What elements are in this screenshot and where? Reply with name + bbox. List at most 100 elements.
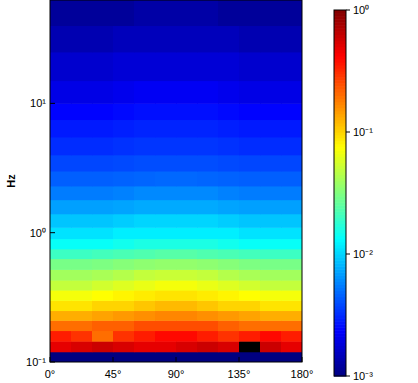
cell — [218, 331, 240, 342]
cell — [92, 249, 114, 259]
colorbar-tick-label: 10⁻² — [353, 248, 373, 260]
cell — [92, 81, 114, 104]
cell — [134, 352, 156, 362]
cell — [260, 320, 282, 331]
cell — [155, 239, 177, 250]
cell — [71, 269, 93, 280]
cell — [71, 0, 93, 26]
cell — [281, 214, 302, 228]
cell — [176, 290, 198, 301]
cell — [176, 81, 198, 104]
cell — [281, 227, 302, 239]
cell — [239, 269, 261, 280]
cell — [92, 341, 114, 352]
colorbar-tick-label: 10⁻³ — [353, 370, 373, 382]
cell — [113, 186, 135, 200]
cell — [134, 239, 156, 250]
cell — [71, 341, 93, 352]
cell — [239, 214, 261, 228]
cell — [92, 200, 114, 215]
cell — [176, 52, 198, 81]
cell — [260, 249, 282, 259]
cell — [176, 249, 198, 259]
cell — [176, 259, 198, 270]
cell — [176, 352, 198, 362]
cell — [134, 155, 156, 172]
colorbar-tick — [346, 132, 350, 133]
x-tick-label: 90° — [168, 368, 185, 380]
y-tick-label: 10⁰ — [30, 227, 46, 239]
cell — [155, 52, 177, 81]
x-tick-label: 180° — [291, 368, 314, 380]
cell — [218, 103, 240, 120]
cell — [50, 171, 72, 186]
cell — [134, 52, 156, 81]
cell — [92, 103, 114, 120]
cell — [281, 320, 302, 331]
cell — [281, 171, 302, 186]
cell — [50, 120, 72, 138]
cell — [155, 155, 177, 172]
cell — [197, 171, 219, 186]
cell — [197, 280, 219, 290]
cell — [50, 259, 72, 270]
colorbar-tick — [346, 376, 350, 377]
cell — [197, 81, 219, 104]
cell — [92, 0, 114, 26]
x-tick — [50, 357, 51, 362]
cell — [197, 52, 219, 81]
cell — [71, 249, 93, 259]
cell — [71, 120, 93, 138]
cell — [260, 52, 282, 81]
cell — [50, 341, 72, 352]
cell — [218, 320, 240, 331]
cell — [155, 352, 177, 362]
cell — [176, 269, 198, 280]
cell — [176, 200, 198, 215]
cell — [92, 120, 114, 138]
cell — [239, 52, 261, 81]
cell — [176, 320, 198, 331]
cell — [239, 137, 261, 155]
cell — [239, 239, 261, 250]
cell — [50, 155, 72, 172]
cell — [260, 331, 282, 342]
cell — [197, 155, 219, 172]
cell — [218, 300, 240, 311]
cell — [218, 214, 240, 228]
cell — [134, 259, 156, 270]
cell — [113, 269, 135, 280]
cell — [239, 0, 261, 26]
cell — [113, 81, 135, 104]
cell — [113, 290, 135, 301]
cell — [113, 214, 135, 228]
cell — [71, 214, 93, 228]
cell — [50, 239, 72, 250]
cell — [260, 120, 282, 138]
cell — [218, 155, 240, 172]
cell — [281, 331, 302, 342]
cell — [71, 239, 93, 250]
cell — [281, 300, 302, 311]
cell — [113, 26, 135, 53]
x-tick — [113, 357, 114, 362]
cell — [281, 52, 302, 81]
cell — [218, 227, 240, 239]
cell — [197, 103, 219, 120]
cell — [218, 52, 240, 81]
cell — [281, 259, 302, 270]
cell — [218, 137, 240, 155]
x-tick-label: 0° — [45, 368, 56, 380]
cell — [113, 0, 135, 26]
cell — [113, 239, 135, 250]
cell — [218, 352, 240, 362]
cell — [134, 249, 156, 259]
cell — [71, 103, 93, 120]
cell — [155, 186, 177, 200]
cell — [197, 239, 219, 250]
cell — [71, 200, 93, 215]
cell — [113, 171, 135, 186]
colorbar-tick-label: 10⁰ — [353, 4, 369, 16]
cell — [92, 137, 114, 155]
y-tick — [50, 232, 55, 233]
